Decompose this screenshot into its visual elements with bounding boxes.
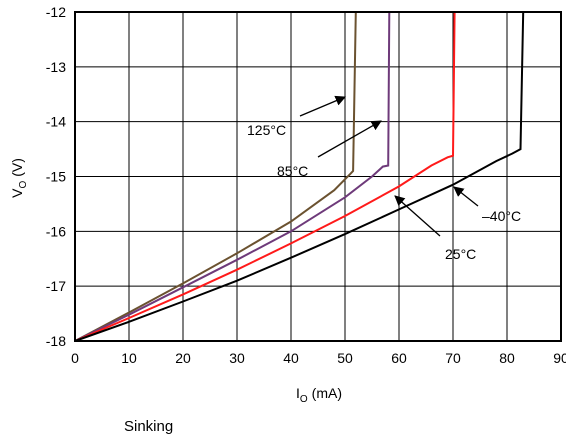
x-axis-subscript: O <box>300 394 308 405</box>
x-tick-label: 80 <box>499 350 515 366</box>
chart-caption: Sinking <box>124 418 174 435</box>
x-tick-label: 60 <box>391 350 407 366</box>
y-axis-label: VO (V) <box>9 158 29 198</box>
x-tick-labels: 0 10 20 30 40 50 60 70 80 90 <box>71 350 566 366</box>
annotation-arrow <box>453 186 479 207</box>
x-tick-label: 10 <box>121 350 137 366</box>
x-tick-label: 90 <box>553 350 566 366</box>
annotation-label: –40°C <box>482 208 521 224</box>
y-axis-symbol: V <box>9 188 25 198</box>
x-tick-label: 70 <box>445 350 461 366</box>
x-tick-label: 0 <box>71 350 79 366</box>
x-axis-label: IO (mA) <box>296 385 342 405</box>
annotation-label: 25°C <box>445 246 476 262</box>
y-tick-label: -13 <box>46 59 66 75</box>
x-tick-label: 30 <box>229 350 245 366</box>
y-tick-label: -17 <box>46 278 66 294</box>
x-tick-label: 50 <box>337 350 353 366</box>
y-tick-label: -12 <box>46 4 66 20</box>
y-tick-label: -16 <box>46 223 66 239</box>
x-tick-label: 20 <box>175 350 191 366</box>
y-tick-labels: -12 -13 -14 -15 -16 -17 -18 <box>46 4 66 349</box>
y-axis-unit: (V) <box>9 158 25 177</box>
x-axis-unit: (mA) <box>312 385 342 401</box>
series-group <box>74 11 525 342</box>
y-axis-subscript: O <box>18 181 29 189</box>
y-tick-label: -14 <box>46 114 66 130</box>
chart: 0 10 20 30 40 50 60 70 80 90 -12-13-14-15-16-17-1… <box>9 4 566 405</box>
annotation-label: 125°C <box>247 122 286 138</box>
y-tick-label: -18 <box>46 333 66 349</box>
series-line-1 <box>74 11 391 342</box>
annotation-arrow <box>299 95 346 117</box>
plot-frame <box>74 11 562 342</box>
annotation-arrow <box>394 195 441 237</box>
series-line-3 <box>74 11 525 342</box>
x-tick-label: 40 <box>283 350 299 366</box>
series-line-0 <box>74 11 357 342</box>
y-tick-label: -15 <box>46 169 66 185</box>
x-axis-symbol: I <box>296 385 300 401</box>
series-line-2 <box>74 11 456 342</box>
annotations: 125°C 85°C 25°C –40°C <box>247 95 521 262</box>
annotation-label: 85°C <box>277 163 308 179</box>
grid <box>74 11 562 342</box>
annotation-arrow <box>317 120 382 158</box>
